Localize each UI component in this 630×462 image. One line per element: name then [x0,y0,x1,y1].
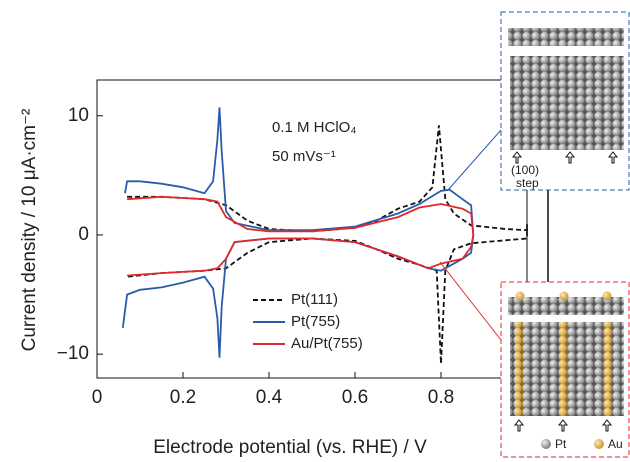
au-row [515,322,524,416]
x-tick-label: 0.8 [428,387,454,408]
plot-area: 0 0.2 0.4 0.6 0.8 −10 0 10 Pt(111) Pt(755) Au/Pt(7… [57,79,528,408]
inset-label: Pt [555,437,567,451]
inset-label: Au [608,437,623,451]
x-axis-label: Electrode potential (vs. RHE) / V [153,437,427,458]
x-tick-label: 0.6 [342,387,368,408]
y-axis-label: Current density / 10 μA·cm⁻² [19,109,40,352]
y-tick-label: 0 [78,224,89,245]
x-tick-label: 0 [92,387,103,408]
au-row [603,322,612,416]
legend-label: Pt(111) [291,291,338,308]
y-tick-label: −10 [57,343,89,364]
inset-label: (100) [511,163,539,177]
au-icon [594,439,604,449]
slab [508,297,624,315]
au-row [559,322,568,416]
slab [508,28,624,46]
x-tick-label: 0.2 [170,387,196,408]
connector [447,129,502,191]
arrows [511,151,619,164]
annotation: 50 mVs⁻¹ [272,148,336,165]
annotation: 0.1 M HClO₄ [272,119,356,136]
inset-label: step [516,176,539,190]
connector [439,261,502,341]
pt-icon [541,439,551,449]
x-tick-label: 0.4 [256,387,283,408]
series-line [127,195,475,277]
legend-label: Pt(755) [291,313,340,330]
legend-label: Au/Pt(755) [291,335,363,352]
insets: (100) step Pt Au [439,11,630,458]
y-tick-label: 10 [68,105,89,126]
arrows [513,419,613,432]
surface [510,56,624,150]
